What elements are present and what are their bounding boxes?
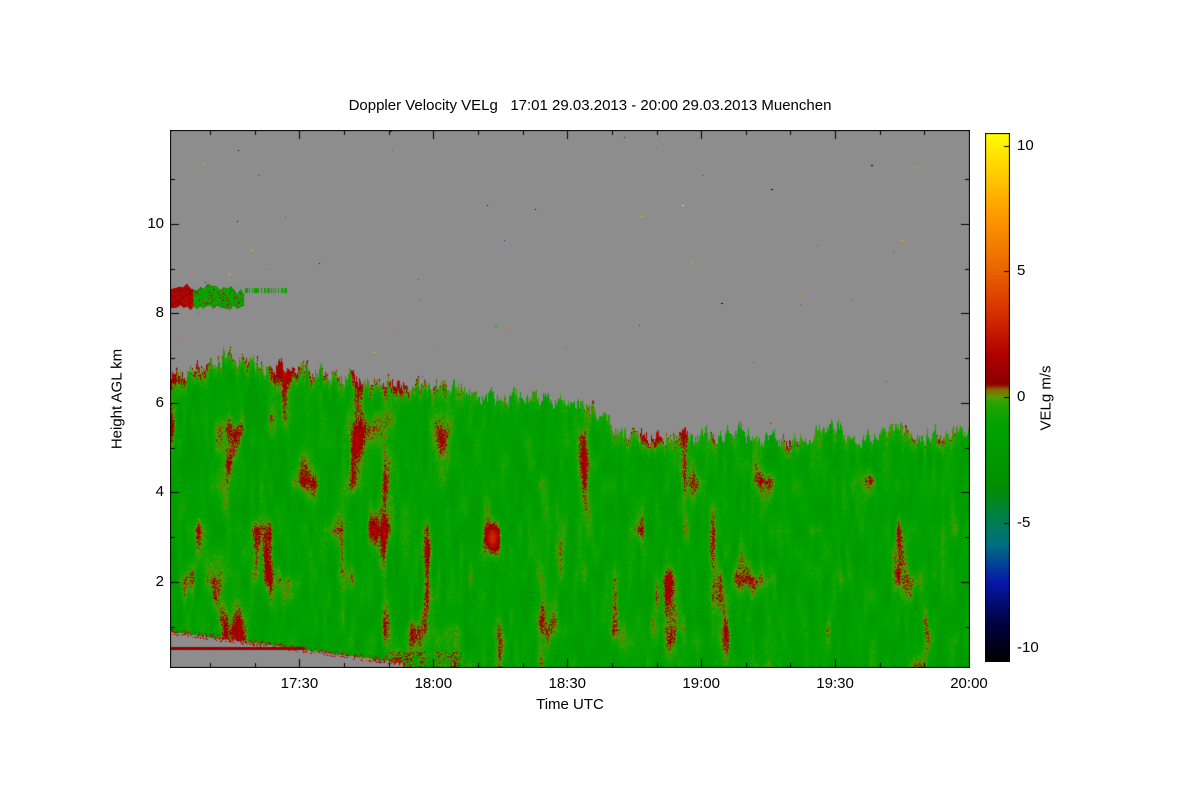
x-tick-label: 17:30: [280, 675, 319, 692]
x-tick-label: 18:30: [548, 675, 587, 692]
colorbar-tick-label: 0: [1017, 388, 1026, 405]
colorbar-gradient: [985, 133, 1010, 662]
x-tick-label: 19:00: [682, 675, 720, 692]
y-tick-label: 8: [155, 304, 164, 322]
y-tick-label: 6: [155, 393, 164, 411]
y-tick-label: 4: [155, 483, 164, 501]
colorbar-tick-label: 5: [1017, 262, 1026, 280]
y-tick-label: 2: [155, 572, 164, 590]
colorbar-tick-label: -5: [1017, 513, 1031, 531]
colorbar-tick-label: 10: [1017, 136, 1034, 154]
x-axis-label: Time UTC: [536, 696, 604, 713]
x-tick-label: 19:30: [816, 675, 854, 692]
heatmap-plot: [170, 130, 970, 668]
chart-title: Doppler Velocity VELg 17:01 29.03.2013 -…: [348, 97, 832, 114]
colorbar-tick-label: -10: [1017, 639, 1039, 657]
x-tick-label: 20:00: [950, 675, 988, 692]
y-tick-label: 10: [147, 214, 164, 232]
x-tick-label: 18:00: [414, 675, 453, 692]
